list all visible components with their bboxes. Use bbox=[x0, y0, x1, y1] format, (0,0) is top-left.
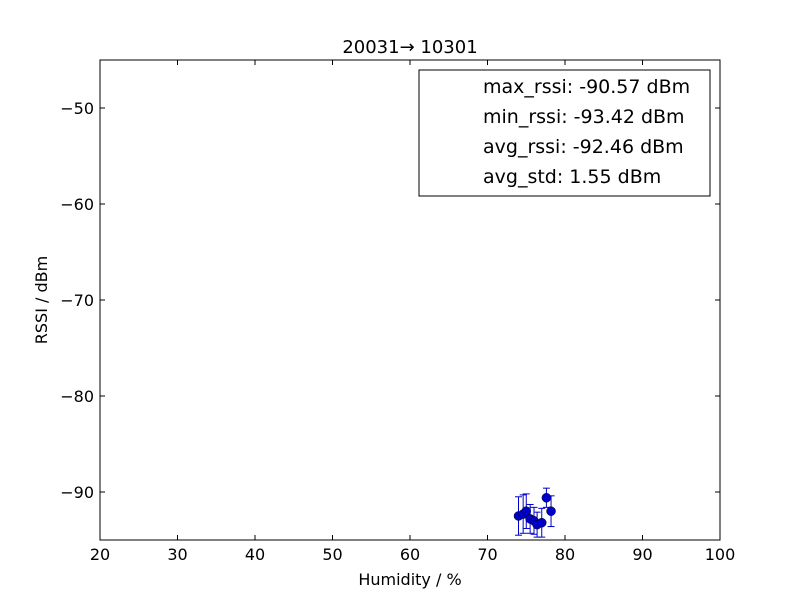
legend-box bbox=[418, 69, 711, 197]
legend-entry-avg-std: avg_std: 1.55 dBm bbox=[483, 166, 661, 188]
y-tick-label: −80 bbox=[60, 387, 94, 406]
data-point bbox=[541, 493, 552, 503]
legend-entry-min-rssi: min_rssi: -93.42 dBm bbox=[483, 106, 685, 128]
y-tick-label: −90 bbox=[60, 483, 94, 502]
x-tick-label: 70 bbox=[477, 545, 497, 564]
x-tick-label: 90 bbox=[632, 545, 652, 564]
x-axis-label: Humidity / % bbox=[358, 570, 461, 589]
x-tick-label: 50 bbox=[322, 545, 342, 564]
data-point bbox=[521, 506, 531, 516]
x-tick-label: 80 bbox=[555, 545, 575, 564]
x-axis: 20 30 40 50 60 70 80 90 100 bbox=[90, 60, 735, 564]
plot-marks bbox=[513, 487, 556, 538]
chart-title: 20031→ 10301 bbox=[342, 37, 477, 58]
y-axis-label: RSSI / dBm bbox=[32, 256, 51, 344]
x-tick-label: 20 bbox=[90, 545, 110, 564]
x-tick-label: 60 bbox=[400, 545, 420, 564]
y-axis: −50 −60 −70 −80 −90 bbox=[60, 99, 720, 502]
x-tick-label: 100 bbox=[705, 545, 736, 564]
y-tick-label: −50 bbox=[60, 99, 94, 118]
y-tick-label: −70 bbox=[60, 291, 94, 310]
x-tick-label: 40 bbox=[245, 545, 265, 564]
x-tick-label: 30 bbox=[167, 545, 187, 564]
legend-entry-avg-rssi: avg_rssi: -92.46 dBm bbox=[483, 136, 684, 158]
legend: max_rssi: -90.57 dBm min_rssi: -93.42 dB… bbox=[418, 69, 711, 197]
y-tick-label: −60 bbox=[60, 195, 94, 214]
data-point bbox=[546, 506, 556, 516]
data-point bbox=[537, 517, 547, 528]
legend-entry-max-rssi: max_rssi: -90.57 dBm bbox=[483, 76, 690, 98]
